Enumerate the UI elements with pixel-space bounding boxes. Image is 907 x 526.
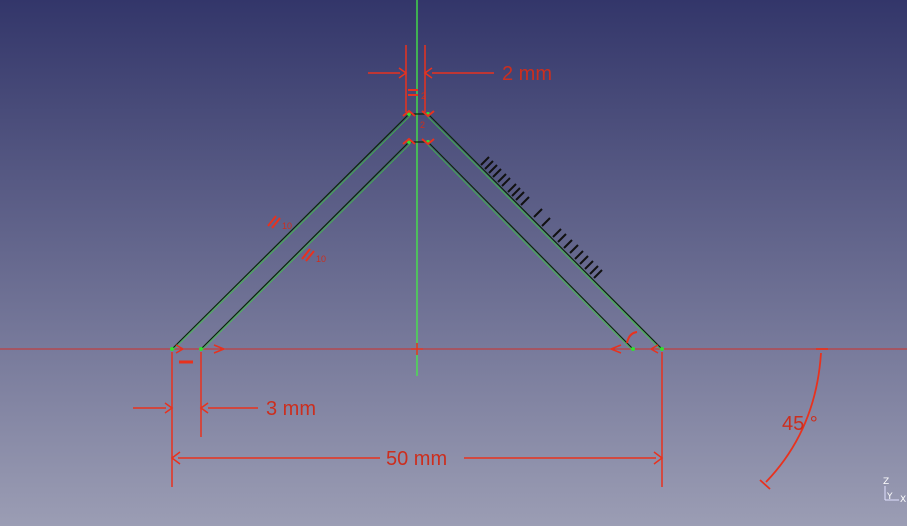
- dimension-top-width[interactable]: 2 mm: [368, 45, 552, 112]
- vertex[interactable]: [170, 347, 174, 351]
- dimension-total-width-label[interactable]: 50 mm: [386, 448, 447, 470]
- inner-left-edge[interactable]: [200, 141, 410, 350]
- inner-right-edge[interactable]: [427, 141, 634, 350]
- inner-right-highlight: [426, 143, 632, 350]
- vertex[interactable]: [199, 347, 203, 351]
- hatch-marks: [480, 156, 603, 279]
- coincident-constraint-icon[interactable]: [175, 331, 659, 364]
- dimension-bottom-width-label[interactable]: 3 mm: [266, 398, 316, 420]
- axis-cross-icon: [411, 343, 423, 355]
- dimension-total-width[interactable]: 50 mm: [170, 352, 664, 487]
- outer-right-edge[interactable]: [427, 113, 663, 350]
- outer-left-edge[interactable]: [171, 113, 410, 350]
- axis-z-label: Z: [883, 477, 889, 487]
- parallel-index-inner: 10: [316, 254, 326, 264]
- horizontal-constraint-icon[interactable]: 2 2: [402, 89, 435, 146]
- dimension-top-width-label[interactable]: 2 mm: [502, 63, 552, 85]
- vertex[interactable]: [631, 347, 635, 351]
- top-marker-index-b: 2: [420, 120, 425, 130]
- parallel-index-outer: 10: [282, 221, 292, 231]
- outer-right-highlight: [426, 115, 661, 350]
- vertex[interactable]: [660, 347, 664, 351]
- dimension-angle[interactable]: 45 °: [759, 348, 828, 490]
- outer-left-highlight: [173, 115, 411, 350]
- inner-left-highlight: [202, 143, 411, 350]
- top-marker-index-a: 2: [421, 91, 426, 101]
- sketch-profile[interactable]: [171, 113, 663, 350]
- parallel-constraint-icon[interactable]: 10: [267, 215, 292, 231]
- axis-y-label: Y: [886, 492, 893, 502]
- dimension-bottom-width[interactable]: 3 mm: [133, 352, 316, 487]
- axis-navigator-icon[interactable]: Z Y X: [883, 477, 906, 505]
- axis-x-label: X: [900, 495, 906, 505]
- parallel-constraint-icon[interactable]: 10: [301, 248, 326, 264]
- dimension-angle-label[interactable]: 45 °: [782, 413, 818, 435]
